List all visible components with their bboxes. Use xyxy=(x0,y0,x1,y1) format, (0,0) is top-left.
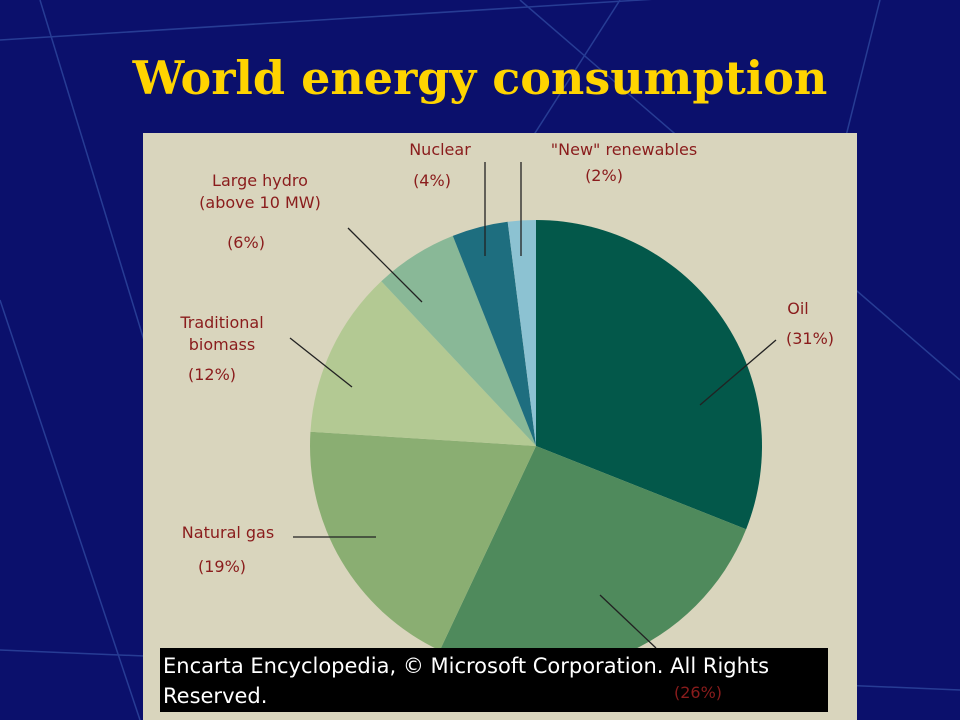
pie-slice xyxy=(536,220,762,530)
caption-line: Reserved. xyxy=(163,684,267,708)
leader-line xyxy=(699,339,777,406)
pie-slice xyxy=(310,431,536,651)
value-label: (12%) xyxy=(188,365,236,384)
caption: Encarta Encyclopedia, © Microsoft Corpor… xyxy=(163,654,769,708)
leader-line xyxy=(289,337,353,388)
category-label: Natural gas xyxy=(182,523,274,542)
leader-line xyxy=(599,594,657,649)
category-label: biomass xyxy=(189,335,255,354)
value-label: (4%) xyxy=(413,171,451,190)
category-label: Oil xyxy=(787,299,808,318)
caption-box xyxy=(160,648,828,712)
caption-line: Encarta Encyclopedia, © Microsoft Corpor… xyxy=(163,654,769,678)
category-label: Traditional xyxy=(179,313,263,332)
category-label: (above 10 MW) xyxy=(199,193,321,212)
pie-slice xyxy=(507,220,536,446)
value-label: (19%) xyxy=(198,557,246,576)
pie-slice xyxy=(439,446,747,672)
labels: Oil (31%) Natural gas (19%) Traditional bioma… xyxy=(179,140,834,649)
pie-slice xyxy=(310,281,536,446)
value-label: (6%) xyxy=(227,233,265,252)
pie xyxy=(310,220,762,672)
pie-slice xyxy=(381,235,536,446)
value-label: (2%) xyxy=(585,166,623,185)
category-label: Nuclear xyxy=(409,140,471,159)
value-label: (31%) xyxy=(786,329,834,348)
slide-title: World energy consumption xyxy=(132,51,828,105)
value-label: (26%) xyxy=(674,683,722,702)
category-label: Large hydro xyxy=(212,171,308,190)
leader-line xyxy=(347,227,423,303)
category-label: "New" renewables xyxy=(551,140,697,159)
pie-slice xyxy=(452,221,536,446)
